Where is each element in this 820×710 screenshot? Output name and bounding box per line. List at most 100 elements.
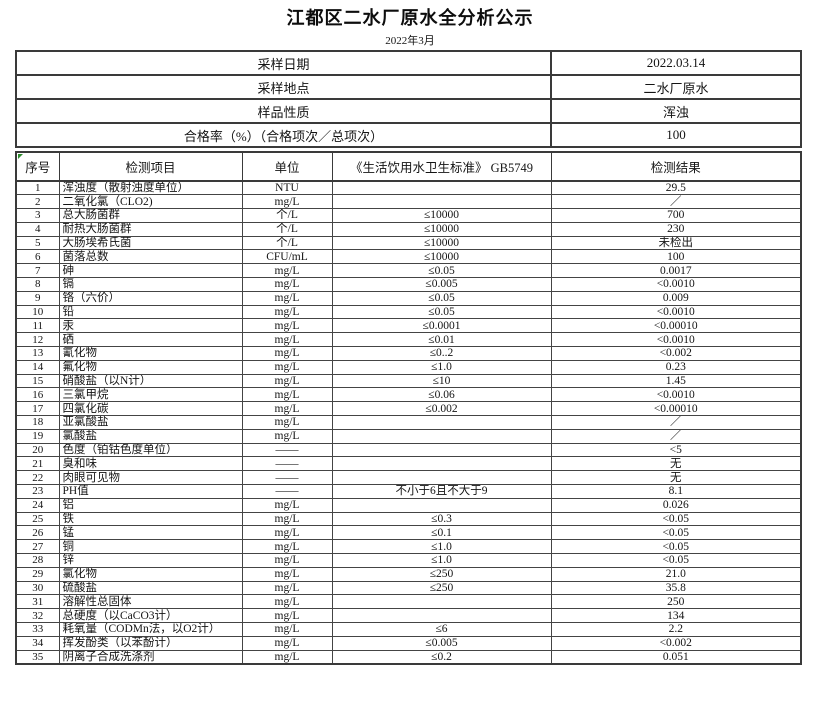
cell-standard: ≤1.0 bbox=[331, 359, 552, 375]
cell-standard: ≤10000 bbox=[331, 249, 552, 265]
cell-standard: ≤10000 bbox=[331, 208, 552, 223]
cell-unit: mg/L bbox=[241, 580, 333, 596]
table-row: 26 锰 mg/L ≤0.1 <0.05 bbox=[15, 525, 802, 541]
cell-item: 锌 bbox=[58, 553, 243, 568]
cell-unit: —— bbox=[241, 442, 333, 458]
cell-standard: ≤0.0001 bbox=[331, 318, 552, 334]
cell-result: <0.00010 bbox=[550, 401, 802, 417]
cell-no: 8 bbox=[15, 277, 60, 292]
table-row: 14 氟化物 mg/L ≤1.0 0.23 bbox=[15, 359, 802, 375]
cell-no: 28 bbox=[15, 553, 60, 568]
cell-unit: mg/L bbox=[241, 428, 333, 444]
cell-standard bbox=[331, 497, 552, 513]
cell-no: 22 bbox=[15, 470, 60, 486]
cell-item: 铁 bbox=[58, 511, 243, 527]
cell-unit: mg/L bbox=[241, 511, 333, 527]
info-value: 100 bbox=[550, 122, 802, 148]
cell-standard: ≤250 bbox=[331, 580, 552, 596]
cell-unit: NTU bbox=[241, 180, 333, 196]
cell-standard: ≤0.2 bbox=[331, 649, 552, 665]
cell-result: 8.1 bbox=[550, 484, 802, 499]
info-row-pass-rate: 合格率（%）（合格项次／总项次） 100 bbox=[15, 122, 802, 148]
cell-unit: mg/L bbox=[241, 635, 333, 651]
cell-result: 无 bbox=[550, 456, 802, 472]
sample-info-table: 采样日期 2022.03.14 采样地点 二水厂原水 样品性质 浑浊 合格率（%… bbox=[15, 50, 802, 148]
cell-no: 27 bbox=[15, 539, 60, 555]
cell-item: 三氯甲烷 bbox=[58, 387, 243, 403]
cell-no: 10 bbox=[15, 304, 60, 320]
cell-standard: 不小于6且不大于9 bbox=[331, 484, 552, 499]
tables-wrapper: 采样日期 2022.03.14 采样地点 二水厂原水 样品性质 浑浊 合格率（%… bbox=[15, 50, 802, 665]
cell-unit: CFU/mL bbox=[241, 249, 333, 265]
cell-item: 二氧化氯（CLO2) bbox=[58, 194, 243, 210]
cell-standard: ≤10000 bbox=[331, 221, 552, 237]
column-header-item: 检测项目 bbox=[58, 151, 243, 182]
cell-item: 氯化物 bbox=[58, 566, 243, 582]
table-row: 22 肉眼可见物 —— 无 bbox=[15, 470, 802, 486]
cell-no: 35 bbox=[15, 649, 60, 665]
cell-no: 33 bbox=[15, 622, 60, 637]
column-header-no-label: 序号 bbox=[25, 161, 51, 175]
cell-standard bbox=[331, 608, 552, 623]
table-row: 19 氯酸盐 mg/L ／ bbox=[15, 428, 802, 444]
cell-result: 0.009 bbox=[550, 290, 802, 306]
cell-result: 35.8 bbox=[550, 580, 802, 596]
cell-item: 氟化物 bbox=[58, 359, 243, 375]
cell-no: 29 bbox=[15, 566, 60, 582]
table-row: 25 铁 mg/L ≤0.3 <0.05 bbox=[15, 511, 802, 527]
cell-result: 无 bbox=[550, 470, 802, 486]
table-row: 13 氰化物 mg/L ≤0..2 <0.002 bbox=[15, 346, 802, 361]
cell-unit: mg/L bbox=[241, 622, 333, 637]
cell-unit: mg/L bbox=[241, 497, 333, 513]
cell-standard: ≤0.002 bbox=[331, 401, 552, 417]
cell-standard: ≤0.005 bbox=[331, 277, 552, 292]
cell-item: 汞 bbox=[58, 318, 243, 334]
cell-item: 氰化物 bbox=[58, 346, 243, 361]
cell-item: 镉 bbox=[58, 277, 243, 292]
cell-standard: ≤250 bbox=[331, 566, 552, 582]
info-value: 浑浊 bbox=[550, 98, 802, 124]
table-row: 21 臭和味 —— 无 bbox=[15, 456, 802, 472]
info-value: 二水厂原水 bbox=[550, 74, 802, 100]
cell-result: <0.0010 bbox=[550, 332, 802, 348]
cell-unit: mg/L bbox=[241, 566, 333, 582]
cell-item: 铬（六价） bbox=[58, 290, 243, 306]
table-row: 35 阴离子合成洗涤剂 mg/L ≤0.2 0.051 bbox=[15, 649, 802, 665]
cell-item: 阴离子合成洗涤剂 bbox=[58, 649, 243, 665]
cell-unit: mg/L bbox=[241, 649, 333, 665]
cell-result: 29.5 bbox=[550, 180, 802, 196]
cell-unit: mg/L bbox=[241, 387, 333, 403]
cell-standard: ≤1.0 bbox=[331, 553, 552, 568]
cell-unit: mg/L bbox=[241, 539, 333, 555]
cell-standard bbox=[331, 180, 552, 196]
info-row-sample-nature: 样品性质 浑浊 bbox=[15, 98, 802, 124]
cell-item: 菌落总数 bbox=[58, 249, 243, 265]
cell-standard: ≤0.05 bbox=[331, 263, 552, 279]
cell-unit: mg/L bbox=[241, 594, 333, 610]
info-label: 采样地点 bbox=[15, 74, 552, 100]
cell-no: 12 bbox=[15, 332, 60, 348]
cell-no: 2 bbox=[15, 194, 60, 210]
cell-unit: mg/L bbox=[241, 608, 333, 623]
cell-standard: ≤0.05 bbox=[331, 304, 552, 320]
cell-standard: ≤0.06 bbox=[331, 387, 552, 403]
column-header-result: 检测结果 bbox=[550, 151, 802, 182]
table-row: 15 硝酸盐（以N计） mg/L ≤10 1.45 bbox=[15, 373, 802, 389]
cell-no: 18 bbox=[15, 415, 60, 430]
table-row: 9 铬（六价） mg/L ≤0.05 0.009 bbox=[15, 290, 802, 306]
cell-unit: mg/L bbox=[241, 359, 333, 375]
cell-unit: 个/L bbox=[241, 221, 333, 237]
cell-result: <0.002 bbox=[550, 346, 802, 361]
cell-result: 0.051 bbox=[550, 649, 802, 665]
cell-no: 17 bbox=[15, 401, 60, 417]
cell-result: ／ bbox=[550, 428, 802, 444]
table-row: 12 硒 mg/L ≤0.01 <0.0010 bbox=[15, 332, 802, 348]
cell-unit: mg/L bbox=[241, 346, 333, 361]
report-month: 2022年3月 bbox=[385, 35, 435, 47]
cell-item: 硒 bbox=[58, 332, 243, 348]
table-row: 6 菌落总数 CFU/mL ≤10000 100 bbox=[15, 249, 802, 265]
cell-item: 肉眼可见物 bbox=[58, 470, 243, 486]
cell-item: 浑浊度（散射浊度单位） bbox=[58, 180, 243, 196]
cell-standard: ≤10 bbox=[331, 373, 552, 389]
